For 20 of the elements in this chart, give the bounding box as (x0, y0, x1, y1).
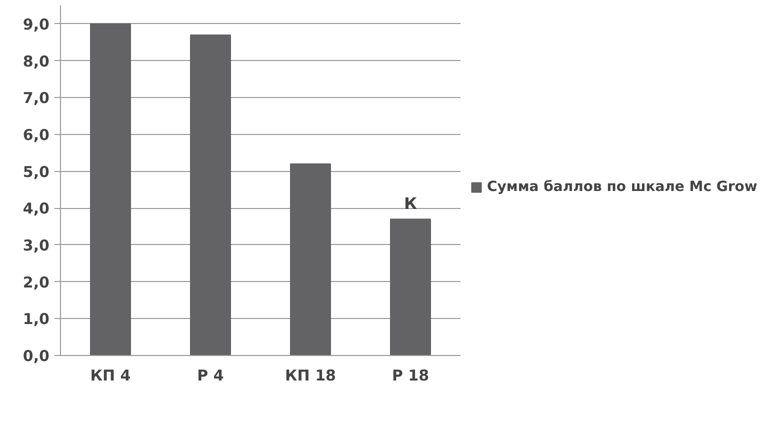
legend-label: Сумма баллов по шкале Mc Grow (487, 179, 758, 195)
y-tick-label: 4,0 (22, 200, 50, 218)
y-tick-label: 6,0 (22, 126, 50, 144)
y-tick-label: 2,0 (22, 273, 50, 292)
x-tick-label: Р 18 (392, 366, 430, 384)
bar (190, 34, 231, 356)
x-tick-label: Р 4 (197, 366, 224, 384)
x-tick-label: КП 18 (285, 366, 336, 384)
y-tick-label: 5,0 (22, 162, 50, 181)
y-tick-label: 7,0 (22, 89, 50, 108)
annotation: К (404, 194, 418, 214)
bar (90, 23, 131, 356)
bar (390, 218, 431, 356)
y-tick-label: 3,0 (22, 236, 50, 254)
y-tick-label: 9,0 (22, 15, 50, 34)
y-tick-label: 1,0 (22, 310, 50, 328)
y-tick-label: 0,0 (22, 347, 50, 365)
y-tick-label: 8,0 (22, 52, 50, 70)
bar (290, 163, 331, 356)
x-tick-label: КП 4 (90, 366, 131, 384)
